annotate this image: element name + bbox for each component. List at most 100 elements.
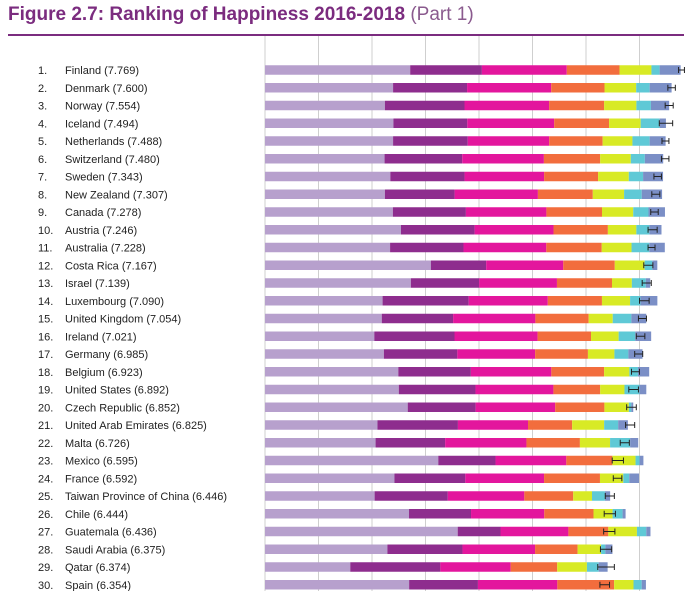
bar-segment-gdp-per-capita xyxy=(350,562,441,572)
bar-segment-social-support xyxy=(495,455,567,466)
bar-segment-freedom xyxy=(577,544,602,554)
country-label: Australia (7.228) xyxy=(65,243,146,255)
rank-number: 25. xyxy=(38,491,53,503)
bar-segment-social-support xyxy=(467,136,550,146)
rank-number: 1. xyxy=(38,65,47,77)
bar-segment-generosity xyxy=(630,296,641,306)
confidence-whisker xyxy=(634,351,644,357)
chart-row: 2. Denmark (7.600) xyxy=(38,83,676,95)
bar-segment-freedom xyxy=(588,313,613,324)
country-label: United Kingdom (7.054) xyxy=(65,314,181,326)
bar-segment-perceptions-of-corruption xyxy=(650,100,670,111)
bar-segment-healthy-life-expectancy xyxy=(556,278,613,288)
country-label: Chile (6.444) xyxy=(65,509,128,521)
bar-segment-healthy-life-expectancy xyxy=(544,509,594,519)
rank-number: 13. xyxy=(38,278,53,290)
confidence-whisker xyxy=(619,439,630,446)
country-label: Mexico (6.595) xyxy=(65,456,138,468)
bar-segment-gdp-per-capita xyxy=(393,118,468,128)
bar-segment-healthy-life-expectancy xyxy=(568,526,609,537)
confidence-whisker xyxy=(643,262,654,269)
bar-segment-social-support xyxy=(471,509,545,519)
bar-segment-dystopia-residual xyxy=(265,278,411,288)
bar-segment-freedom xyxy=(608,526,637,537)
bar-segment-freedom xyxy=(579,438,611,448)
bar-segment-healthy-life-expectancy xyxy=(549,100,605,111)
bar-segment-social-support xyxy=(465,473,545,483)
bar-segment-healthy-life-expectancy xyxy=(553,225,608,235)
bar-segment-social-support xyxy=(454,331,538,341)
bar-segment-gdp-per-capita xyxy=(374,491,448,501)
country-label: Netherlands (7.488) xyxy=(65,136,162,148)
bar-segment-freedom xyxy=(612,278,632,288)
bar-segment-social-support xyxy=(462,544,536,554)
bar-segment-freedom xyxy=(598,171,629,182)
confidence-whisker xyxy=(604,493,615,499)
rank-number: 11. xyxy=(38,243,52,255)
confidence-whisker xyxy=(667,84,676,91)
rank-number: 23. xyxy=(38,456,53,468)
bar-segment-generosity xyxy=(623,473,630,483)
chart-row: 20. Czech Republic (6.852) xyxy=(38,402,637,414)
bar-segment-gdp-per-capita xyxy=(387,544,463,554)
bar-segment-gdp-per-capita xyxy=(381,313,454,324)
bar-segment-dystopia-residual xyxy=(265,189,385,199)
rank-number: 12. xyxy=(38,260,53,272)
bar-segment-gdp-per-capita xyxy=(409,580,478,590)
confidence-whisker xyxy=(653,173,662,180)
confidence-whisker xyxy=(650,209,659,215)
bar-segment-freedom xyxy=(591,331,619,341)
country-label: United Arab Emirates (6.825) xyxy=(65,420,207,432)
chart-row: 13. Israel (7.139) xyxy=(38,278,652,290)
bar-segment-perceptions-of-corruption xyxy=(649,83,672,93)
confidence-whisker xyxy=(651,191,661,198)
bar-segment-freedom xyxy=(619,65,652,75)
bar-segment-perceptions-of-corruption xyxy=(639,384,647,395)
bar-segment-dystopia-residual xyxy=(265,260,431,270)
bar-segment-freedom xyxy=(609,118,641,128)
bar-segment-generosity xyxy=(612,509,623,519)
bar-segment-gdp-per-capita xyxy=(407,402,476,412)
chart-row: 16. Ireland (7.021) xyxy=(38,331,652,343)
bar-segment-perceptions-of-corruption xyxy=(618,420,628,430)
country-label: Costa Rica (7.167) xyxy=(65,260,157,272)
bar-segment-freedom xyxy=(607,225,637,235)
rank-number: 3. xyxy=(38,101,47,113)
bar-segment-perceptions-of-corruption xyxy=(630,438,639,448)
chart-row: 6. Switzerland (7.480) xyxy=(38,154,670,166)
country-label: Norway (7.554) xyxy=(65,101,140,113)
country-label: Saudi Arabia (6.375) xyxy=(65,544,165,556)
bar-segment-freedom xyxy=(601,207,634,217)
bar-segment-generosity xyxy=(632,136,650,146)
bar-segment-dystopia-residual xyxy=(265,438,376,448)
bar-segment-healthy-life-expectancy xyxy=(543,154,601,164)
rank-number: 6. xyxy=(38,154,47,166)
bar-segment-dystopia-residual xyxy=(265,242,391,253)
bar-segment-healthy-life-expectancy xyxy=(535,349,588,359)
rank-number: 17. xyxy=(38,349,53,361)
bar-segment-dystopia-residual xyxy=(265,296,383,306)
chart-row: 11. Australia (7.228) xyxy=(38,243,665,255)
bar-segment-perceptions-of-corruption xyxy=(639,455,644,466)
chart-row: 17. Germany (6.985) xyxy=(38,349,644,361)
bar-segment-perceptions-of-corruption xyxy=(629,473,640,483)
bar-segment-perceptions-of-corruption xyxy=(622,509,626,519)
bar-segment-dystopia-residual xyxy=(265,207,393,217)
rank-number: 20. xyxy=(38,402,53,414)
bar-segment-generosity xyxy=(631,278,646,288)
bar-segment-social-support xyxy=(453,313,536,324)
bar-segment-social-support xyxy=(468,296,548,306)
bar-segment-gdp-per-capita xyxy=(398,367,471,377)
bar-segment-dystopia-residual xyxy=(265,313,382,324)
rank-number: 5. xyxy=(38,136,47,148)
bar-segment-gdp-per-capita xyxy=(430,260,487,270)
bar-segment-healthy-life-expectancy xyxy=(551,83,605,93)
country-label: Austria (7.246) xyxy=(65,225,137,237)
bar-segment-freedom xyxy=(601,296,631,306)
bar-segment-freedom xyxy=(600,384,625,395)
country-label: Germany (6.985) xyxy=(65,349,148,361)
rank-number: 27. xyxy=(38,527,53,539)
bar-segment-social-support xyxy=(464,100,550,111)
country-label: New Zealand (7.307) xyxy=(65,189,168,201)
confidence-whisker xyxy=(625,422,636,428)
